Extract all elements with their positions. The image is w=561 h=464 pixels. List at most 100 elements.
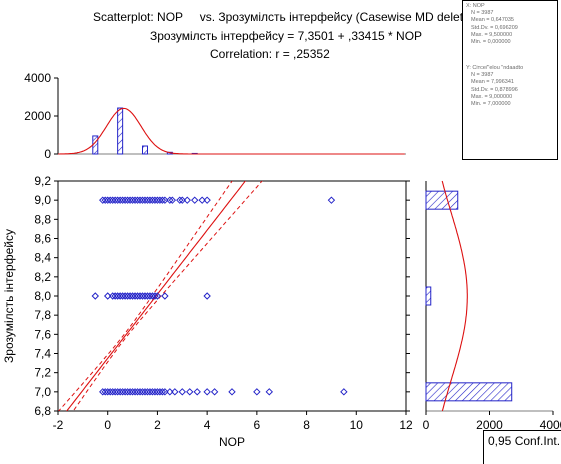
data-point — [121, 196, 129, 204]
data-point — [228, 388, 236, 396]
data-point — [158, 196, 167, 204]
data-point — [141, 292, 149, 300]
data-point — [161, 388, 169, 396]
data-point — [191, 196, 199, 204]
stats-y-max: Max. = 9,000000 — [471, 93, 513, 100]
stats-x-header: X: NOP — [466, 3, 485, 9]
top-hist-bar — [117, 107, 124, 155]
right-hist-tick-label: 0 — [423, 418, 430, 432]
y-tick-label: 8,0 — [34, 289, 51, 303]
data-point — [128, 388, 137, 396]
data-point — [143, 196, 152, 204]
data-point — [136, 388, 144, 396]
data-point — [104, 196, 112, 204]
data-point — [166, 388, 174, 396]
data-point — [123, 388, 132, 396]
y-tick-label: 9,0 — [34, 193, 51, 207]
y-tick-label: 8,4 — [34, 251, 51, 265]
data-point — [126, 388, 134, 396]
stats-y-n: N = 3987 — [471, 72, 494, 79]
data-point — [128, 292, 137, 300]
data-point — [118, 388, 127, 396]
data-point — [126, 196, 134, 204]
data-point — [203, 388, 211, 396]
x-tick-label: -2 — [53, 418, 64, 432]
x-tick-label: 8 — [303, 418, 310, 432]
data-point — [128, 196, 137, 204]
data-point — [158, 388, 167, 396]
data-point — [143, 292, 152, 300]
data-point — [151, 196, 159, 204]
y-tick-label: 8,6 — [34, 232, 51, 246]
regression-equation: Зрозумілсть інтерфейсу = 7,3501 + ,33415… — [150, 29, 423, 43]
y-tick-label: 7,0 — [34, 385, 51, 399]
conf-band-upper — [58, 181, 233, 411]
y-axis-label: Зрозумілсть інтерфейсу — [2, 229, 16, 363]
stats-x-min: Min. = 0,000000 — [471, 39, 511, 46]
data-point — [171, 388, 179, 396]
data-point — [151, 388, 159, 396]
stats-y-std: Std.Dv. = 0,878996 — [471, 86, 518, 93]
data-point — [153, 196, 162, 204]
data-point — [116, 388, 124, 396]
data-point — [91, 292, 99, 300]
stats-x: X: NOP N = 3987 Mean = 0,647035 Std.Dv. … — [466, 3, 518, 46]
data-point — [136, 196, 144, 204]
stats-y-header: Y: Сітсе/"elou "ndaadto — [466, 65, 524, 71]
top-hist-tick-label: 2000 — [24, 109, 51, 123]
correlation-label: Correlation: r = ,25352 — [210, 47, 330, 61]
data-point — [193, 388, 201, 396]
data-point — [161, 292, 169, 300]
y-tick-label: 6,8 — [34, 404, 51, 418]
chart-title-line1: Scatterplot: NOP vs. Зрозумілсть інтерфе… — [93, 10, 463, 24]
x-tick-label: 4 — [204, 418, 211, 432]
data-point — [133, 388, 142, 396]
fit-group — [58, 181, 348, 411]
data-point — [133, 196, 142, 204]
data-point — [153, 388, 162, 396]
stats-y-min: Min. = 7,000000 — [471, 101, 511, 108]
data-point — [118, 196, 127, 204]
data-point — [131, 292, 139, 300]
data-point — [138, 196, 147, 204]
data-point — [136, 292, 144, 300]
data-point — [101, 196, 109, 204]
stats-box: X: NOP N = 3987 Mean = 0,647035 Std.Dv. … — [462, 0, 558, 160]
data-point — [106, 196, 114, 204]
data-point — [148, 388, 157, 396]
y-tick-label: 9,2 — [34, 174, 51, 188]
y-tick-label: 7,2 — [34, 366, 51, 380]
top-hist-normal-curve — [58, 107, 405, 155]
data-point — [108, 196, 117, 204]
chart-title-vs: vs. Зрозумілсть інтерфейсу (Casewise MD … — [199, 10, 464, 24]
stats-y-mean: Mean = 7,996341 — [471, 79, 514, 86]
data-point — [121, 292, 129, 300]
data-point — [113, 292, 122, 300]
conf-int-legend: 0,95 Conf.Int. — [483, 430, 561, 464]
data-point — [111, 292, 119, 300]
y-tick-label: 8,2 — [34, 270, 51, 284]
data-point — [116, 292, 124, 300]
data-point — [183, 196, 191, 204]
data-point — [168, 196, 177, 204]
data-point — [253, 388, 261, 396]
x-tick-label: 6 — [254, 418, 261, 432]
stats-y: Y: Сітсе/"elou "ndaadto N = 3987 Mean = … — [466, 65, 523, 108]
x-tick-label: 12 — [399, 418, 413, 432]
x-tick-label: 10 — [350, 418, 364, 432]
right-hist-tick-label: 2000 — [476, 418, 503, 432]
data-point — [340, 388, 348, 396]
data-point — [138, 292, 147, 300]
data-point — [265, 388, 273, 396]
x-tick-label: 2 — [154, 418, 161, 432]
top-hist-tick-label: 0 — [44, 147, 51, 161]
right-hist-bar — [425, 382, 513, 402]
data-point — [99, 196, 107, 204]
data-point — [178, 196, 186, 204]
data-point — [133, 292, 142, 300]
data-point — [166, 196, 174, 204]
stats-x-mean: Mean = 0,647035 — [471, 17, 514, 24]
data-point — [327, 196, 336, 204]
data-point — [148, 196, 157, 204]
